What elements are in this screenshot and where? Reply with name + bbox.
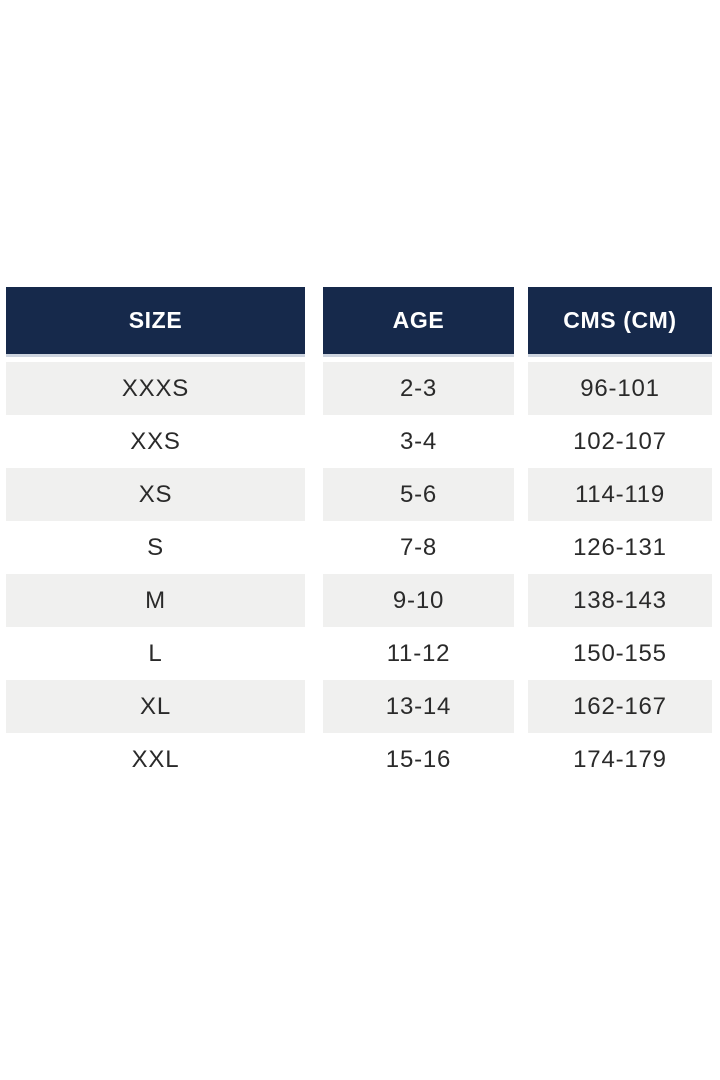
- cms-cell: 162-167: [528, 680, 712, 733]
- column-header-size: SIZE: [6, 287, 305, 357]
- cms-cell: 96-101: [528, 362, 712, 415]
- cms-cell: 138-143: [528, 574, 712, 627]
- cms-cell: 114-119: [528, 468, 712, 521]
- cms-cell: 126-131: [528, 521, 712, 574]
- size-cell: XXL: [6, 733, 305, 786]
- size-cell: XS: [6, 468, 305, 521]
- age-cell: 11-12: [323, 627, 514, 680]
- column-header-cms: CMS (CM): [528, 287, 712, 357]
- column-age: AGE 2-3 3-4 5-6 7-8 9-10 11-12 13-14 15-…: [323, 287, 514, 786]
- column-header-age: AGE: [323, 287, 514, 357]
- cms-cell: 174-179: [528, 733, 712, 786]
- age-cell: 5-6: [323, 468, 514, 521]
- size-cell: L: [6, 627, 305, 680]
- cms-cell: 102-107: [528, 415, 712, 468]
- size-cell: XXXS: [6, 362, 305, 415]
- size-cell: XL: [6, 680, 305, 733]
- age-cell: 15-16: [323, 733, 514, 786]
- age-cell: 9-10: [323, 574, 514, 627]
- age-cell: 2-3: [323, 362, 514, 415]
- size-cell: S: [6, 521, 305, 574]
- size-chart-table: SIZE XXXS XXS XS S M L XL XXL AGE 2-3 3-…: [6, 287, 712, 786]
- age-cell: 13-14: [323, 680, 514, 733]
- column-size: SIZE XXXS XXS XS S M L XL XXL: [6, 287, 305, 786]
- column-cms: CMS (CM) 96-101 102-107 114-119 126-131 …: [528, 287, 712, 786]
- cms-cell: 150-155: [528, 627, 712, 680]
- age-cell: 3-4: [323, 415, 514, 468]
- size-cell: XXS: [6, 415, 305, 468]
- size-cell: M: [6, 574, 305, 627]
- age-cell: 7-8: [323, 521, 514, 574]
